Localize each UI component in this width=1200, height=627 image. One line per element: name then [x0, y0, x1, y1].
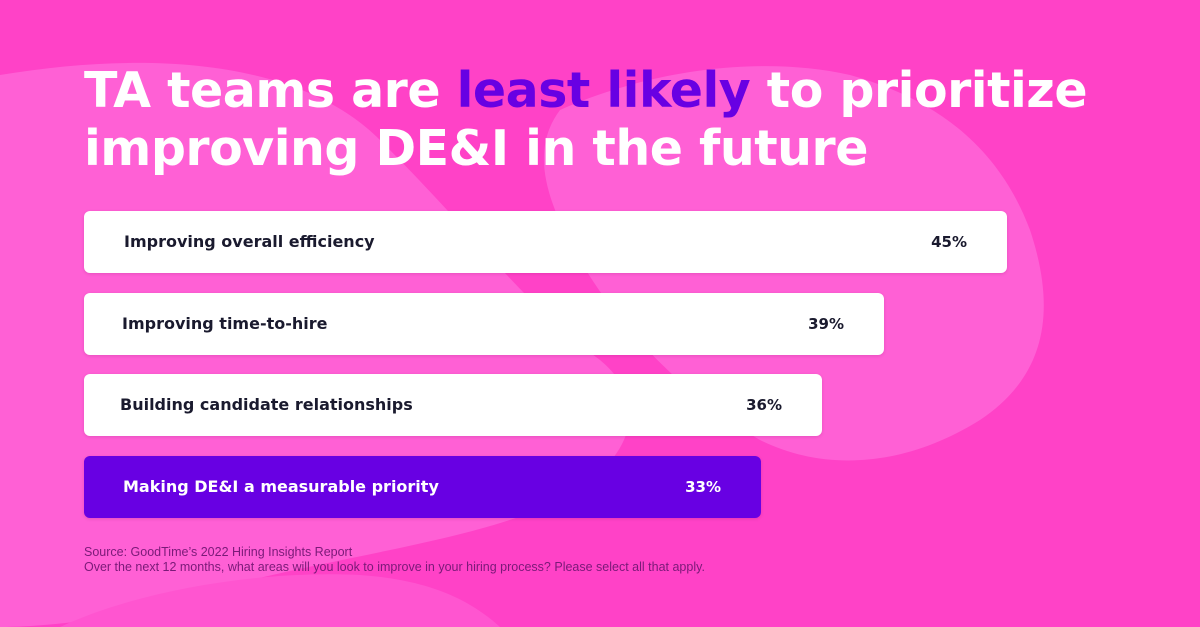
bar-3: Building candidate relationships 36%	[84, 374, 822, 436]
title-part-2: to prioritize improving DE&I in the futu…	[84, 62, 1088, 177]
bar-value-label: 39%	[808, 315, 844, 333]
chart-footer: Source: GoodTime’s 2022 Hiring Insights …	[84, 545, 705, 575]
bar-label: Improving time-to-hire	[122, 314, 328, 333]
chart-title: TA teams are least likely to prioritize …	[84, 62, 1144, 178]
bar-value-label: 33%	[685, 478, 721, 496]
bar-chart: Improving overall efficiency 45% Improving…	[84, 211, 1124, 521]
bar-value-label: 45%	[931, 233, 967, 251]
title-highlight: least likely	[456, 62, 751, 119]
title-part-1: TA teams are	[84, 62, 457, 119]
bar-label: Improving overall efficiency	[124, 232, 375, 251]
bar-value-label: 36%	[746, 396, 782, 414]
bar-2: Improving time-to-hire 39%	[84, 293, 884, 355]
bar-4: Making DE&I a measurable priority 33%	[84, 456, 761, 518]
survey-question: Over the next 12 months, what areas will…	[84, 560, 705, 574]
bar-label: Building candidate relationships	[120, 395, 413, 414]
bar-1: Improving overall efficiency 45%	[84, 211, 1007, 273]
bar-label: Making DE&I a measurable priority	[123, 477, 439, 496]
source-note: Source: GoodTime’s 2022 Hiring Insights …	[84, 545, 353, 559]
